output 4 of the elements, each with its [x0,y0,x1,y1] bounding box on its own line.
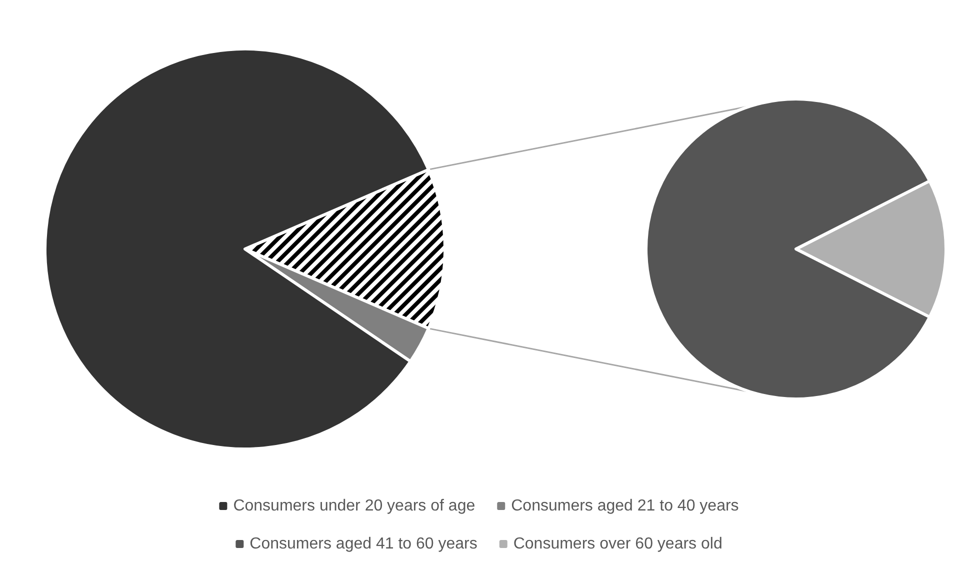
legend-label: Consumers aged 41 to 60 years [250,536,478,552]
legend-label: Consumers under 20 years of age [233,498,476,514]
legend-label: Consumers aged 21 to 40 years [511,498,739,514]
legend-label: Consumers over 60 years old [513,536,722,552]
